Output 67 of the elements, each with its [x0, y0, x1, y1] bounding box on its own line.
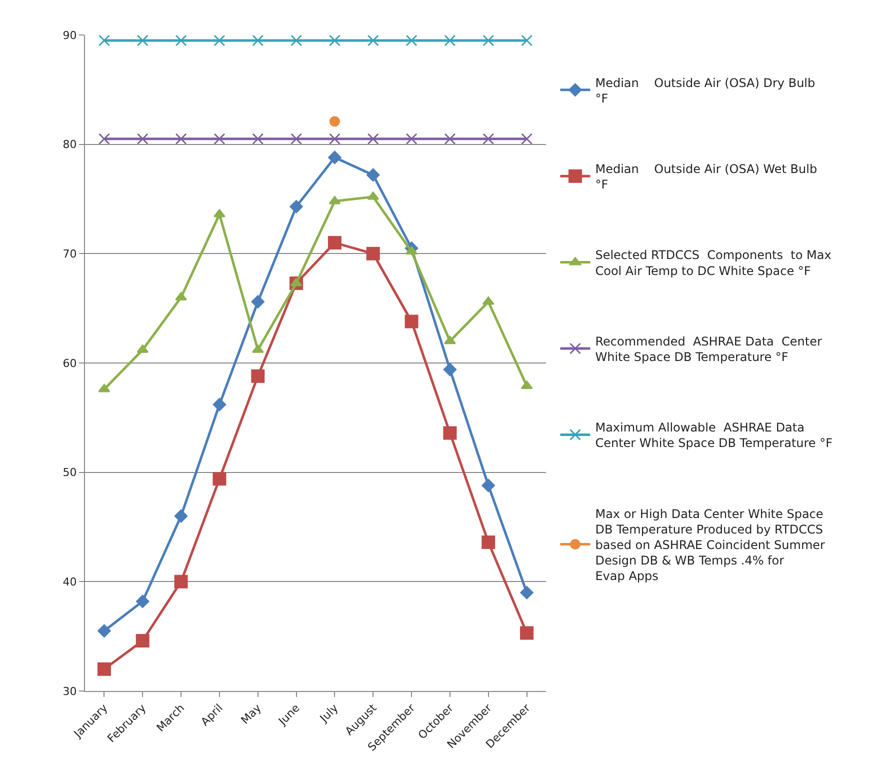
point: [251, 295, 264, 308]
y-tick-label: 80: [62, 138, 77, 152]
point: [444, 34, 456, 46]
point: [175, 133, 187, 145]
legend-label: Selected RTDCCS Components to Max Cool Air Temp to DC White Space °F: [595, 248, 832, 278]
point: [366, 168, 380, 182]
point: [329, 116, 340, 127]
point: [174, 509, 188, 523]
point: [136, 594, 150, 608]
y-tick-label: 40: [62, 576, 77, 589]
point: [444, 133, 456, 145]
point: [328, 34, 340, 46]
point: [290, 200, 303, 214]
point: [290, 278, 302, 286]
point: [98, 133, 110, 145]
point: [404, 314, 418, 328]
point: [98, 34, 110, 46]
point: [521, 133, 533, 145]
point: [136, 634, 150, 648]
point: [443, 426, 457, 440]
point: [521, 34, 533, 46]
point: [251, 369, 265, 383]
point: [252, 34, 264, 46]
point: [98, 384, 110, 392]
legend-label: Median Outside Air (OSA) Dry Bulb °F: [595, 76, 816, 106]
point: [367, 133, 379, 145]
legend-label: Maximum Allowable ASHRAE Data Center White Space DB Temperature °F: [595, 420, 833, 450]
point: [175, 292, 187, 300]
y-tick-label: 50: [62, 466, 77, 480]
point: [520, 626, 534, 640]
point: [290, 34, 302, 46]
point: [212, 472, 226, 486]
y-tick-label: 70: [62, 248, 77, 261]
point: [174, 574, 188, 588]
point: [214, 209, 226, 218]
point: [136, 133, 148, 145]
point: [406, 246, 418, 254]
point: [367, 34, 379, 46]
point: [482, 478, 495, 492]
point: [136, 34, 148, 46]
point: [406, 34, 418, 46]
point: [443, 362, 457, 376]
point: [482, 536, 496, 550]
point: [214, 133, 226, 145]
legend-label: Median Outside Air (OSA) Wet Bulb °F: [595, 162, 818, 192]
y-tick-label: 30: [62, 684, 77, 698]
point: [366, 246, 380, 260]
point: [520, 586, 534, 600]
point: [328, 236, 342, 250]
point: [252, 133, 264, 145]
point: [328, 196, 341, 204]
point: [328, 133, 340, 145]
point: [214, 34, 226, 46]
point: [98, 624, 111, 638]
legend-label: Recommended ASHRAE Data Center White Space DB Temperature °F: [595, 334, 822, 364]
point: [406, 133, 418, 145]
legend-label: Max or High Data Center White Space DB Temperature Produced by RTDCCS based on ASHRAE Coincident Summer Design DB & WB Temps .4% for Evap Apps: [595, 506, 826, 584]
y-tick-label: 90: [62, 28, 77, 42]
point: [482, 133, 494, 145]
point: [328, 150, 342, 164]
point: [97, 662, 111, 676]
point: [444, 336, 456, 344]
point: [175, 34, 187, 46]
point: [212, 398, 226, 412]
point: [482, 34, 494, 46]
y-tick-label: 60: [62, 356, 77, 370]
point: [290, 133, 302, 145]
